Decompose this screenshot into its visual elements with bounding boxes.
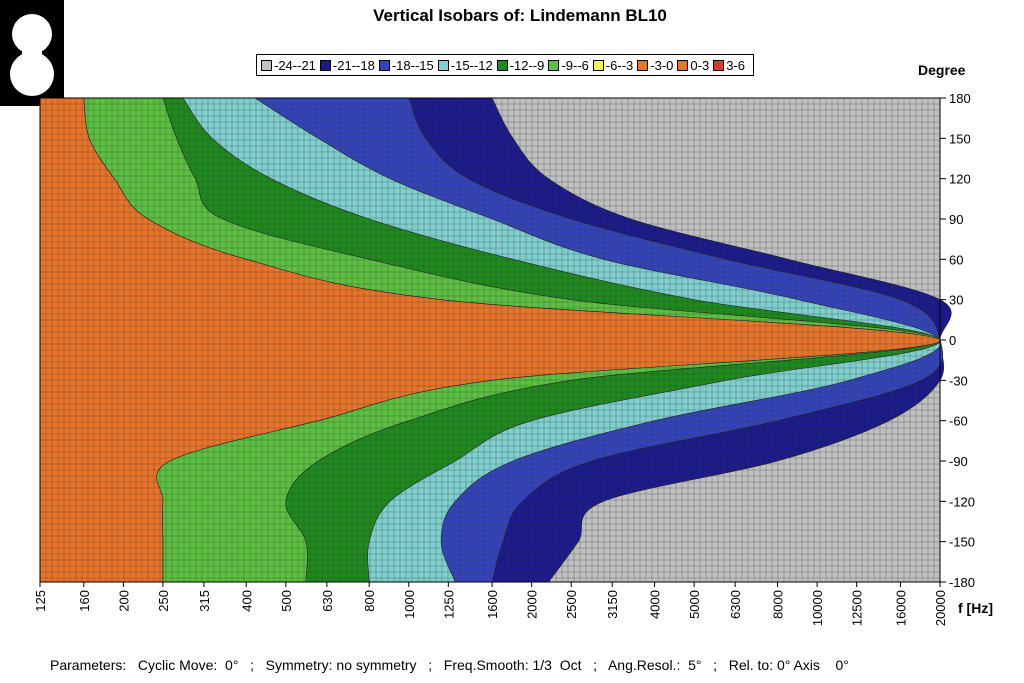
- x-tick-label: 1000: [402, 590, 417, 619]
- logo-mark-icon: [6, 4, 58, 102]
- legend-item: -21--18: [319, 57, 375, 73]
- legend-label: -9--6: [561, 57, 589, 73]
- x-tick-label: 2500: [564, 590, 579, 619]
- legend-swatch: [319, 59, 331, 71]
- legend-swatch: [713, 59, 725, 71]
- legend-item: -18--15: [378, 57, 434, 73]
- x-tick-label: 2000: [525, 590, 540, 619]
- y-axis-label: Degree: [918, 62, 966, 78]
- y-tick-label: -150: [949, 535, 975, 550]
- chart-title: Vertical Isobars of: Lindemann BL10: [373, 6, 667, 25]
- x-tick-label: 500: [279, 590, 294, 612]
- legend-item: -3-0: [637, 58, 673, 73]
- legend-swatch: [378, 59, 390, 71]
- legend-item: 3-6: [713, 58, 745, 73]
- legend-item: -15--12: [437, 57, 493, 73]
- y-tick-label: -60: [949, 414, 968, 429]
- legend-label: 3-6: [726, 57, 745, 73]
- legend-swatch: [592, 59, 604, 71]
- x-tick-label: 315: [197, 590, 212, 612]
- legend-swatch: [261, 59, 272, 71]
- legend-swatch: [637, 59, 649, 71]
- y-tick-label: 120: [949, 172, 971, 187]
- logo: [0, 0, 64, 106]
- x-tick-label: 12500: [850, 590, 865, 626]
- legend-swatch: [437, 59, 449, 71]
- y-tick-label: 90: [949, 212, 963, 227]
- legend-label: -12--9: [509, 57, 545, 73]
- x-tick-label: 800: [362, 590, 377, 612]
- legend-label: -24--21: [274, 57, 316, 73]
- legend-item: -6--3: [592, 57, 634, 73]
- y-tick-label: -30: [949, 373, 968, 388]
- legend-swatch: [677, 59, 689, 71]
- y-tick-label: 180: [949, 91, 971, 106]
- y-tick-label: 60: [949, 252, 963, 267]
- legend-item: -9--6: [548, 57, 589, 73]
- plot-grid: [39, 97, 941, 582]
- legend-item: 0-3: [677, 58, 709, 73]
- x-tick-label: 5000: [687, 590, 702, 619]
- y-tick-label: -180: [949, 575, 975, 590]
- y-tick-label: 0: [949, 333, 956, 348]
- legend-label: -21--18: [332, 57, 375, 73]
- x-tick-label: 3150: [605, 590, 620, 619]
- x-tick-label: 400: [239, 590, 254, 612]
- x-tick-label: 6300: [728, 590, 743, 619]
- legend-item: -24--21: [261, 58, 316, 73]
- x-tick-label: 4000: [648, 590, 663, 619]
- y-tick-label: 30: [949, 293, 963, 308]
- legend-item: -12--9: [496, 57, 545, 73]
- legend-label: -3-0: [650, 57, 674, 73]
- x-tick-label: 125: [33, 590, 48, 612]
- parameters-line: Parameters: Cyclic Move: 0° ; Symmetry: …: [50, 657, 849, 673]
- y-tick-label: 150: [949, 131, 971, 146]
- chart-legend: -24--21 -21--18 -18--15 -15--12 -12--9 -9--6-…: [256, 54, 754, 76]
- x-tick-label: 200: [116, 590, 131, 612]
- legend-label: -15--12: [450, 57, 493, 73]
- legend-swatch: [496, 59, 508, 71]
- x-tick-label: 20000: [933, 590, 948, 626]
- y-tick-label: -90: [949, 454, 968, 469]
- y-tick-label: -120: [949, 494, 975, 509]
- legend-label: -18--15: [391, 57, 434, 73]
- legend-swatch: [548, 59, 560, 71]
- x-tick-label: 630: [320, 590, 335, 612]
- x-tick-label: 1600: [485, 590, 500, 619]
- x-axis-label: f [Hz]: [958, 600, 993, 616]
- x-tick-label: 250: [156, 590, 171, 612]
- legend-label: -6--3: [605, 57, 634, 73]
- x-tick-label: 8000: [771, 590, 786, 619]
- legend-label: 0-3: [690, 57, 710, 73]
- x-tick-label: 16000: [893, 590, 908, 626]
- x-tick-label: 160: [77, 590, 92, 612]
- x-tick-label: 1250: [441, 590, 456, 619]
- x-tick-label: 10000: [810, 590, 825, 626]
